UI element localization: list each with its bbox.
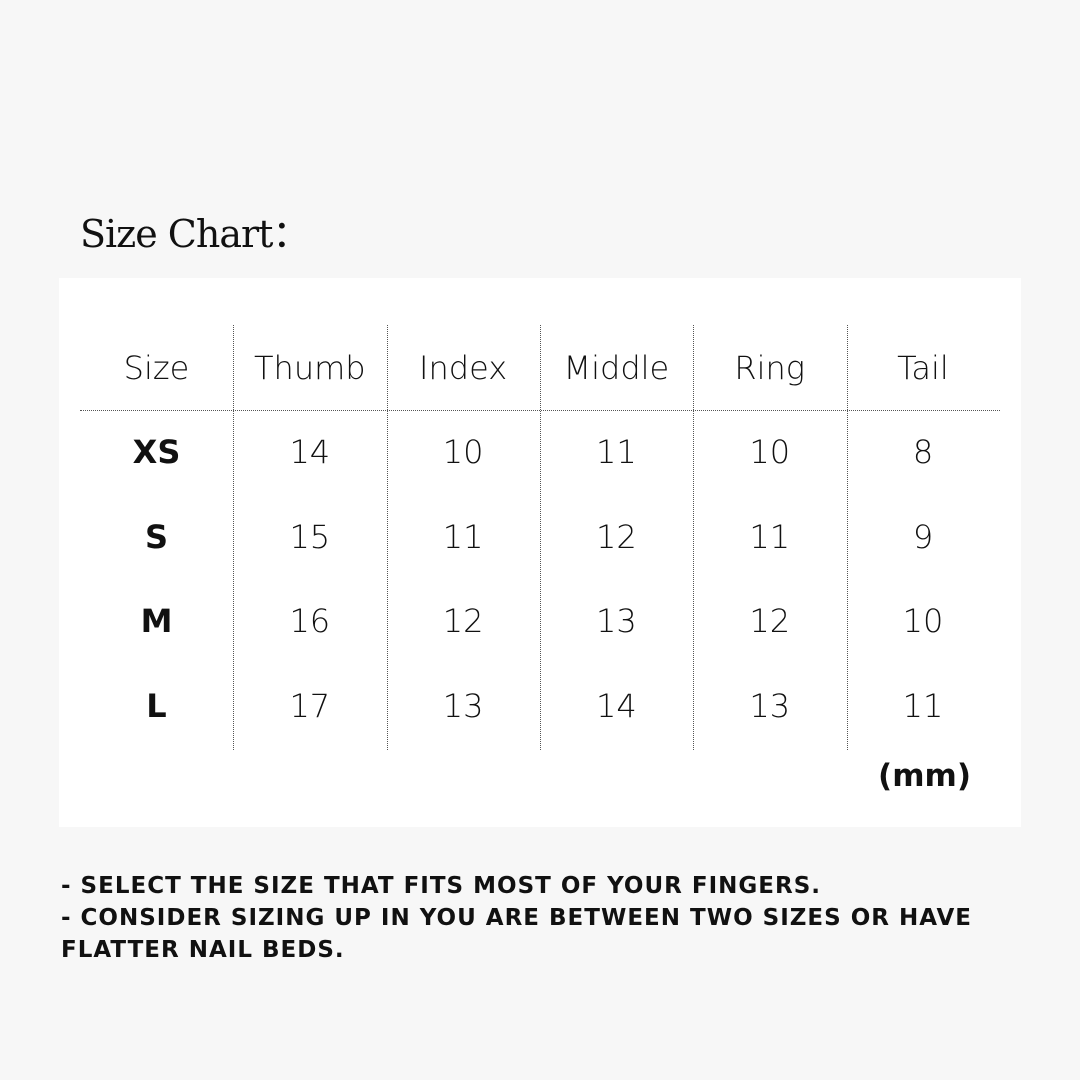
table-cell: 14 <box>596 687 637 725</box>
column-divider <box>233 325 235 750</box>
table-cell: 13 <box>596 602 637 640</box>
column-divider <box>386 325 388 750</box>
page-title: Size Chart： <box>80 212 310 256</box>
column-header: Ring <box>734 349 805 387</box>
table-cell: 12 <box>596 518 637 556</box>
column-header: Size <box>123 349 190 387</box>
table-cell: 11 <box>749 518 791 556</box>
table-cell: 10 <box>902 602 944 640</box>
table-cell: 15 <box>289 518 331 556</box>
table-cell: 13 <box>749 687 791 725</box>
table-cell: 16 <box>289 602 331 640</box>
table-cell: 12 <box>442 602 484 640</box>
table-cell: 11 <box>442 518 484 556</box>
table-cell: 13 <box>442 687 484 725</box>
size-label: L <box>146 687 167 725</box>
table-cell: 11 <box>596 433 637 471</box>
table-cell: 17 <box>289 687 331 725</box>
table-cell: 14 <box>289 433 331 471</box>
unit-label: (mm) <box>878 758 971 794</box>
note-2: - CONSIDER SIZING UP IN YOU ARE BETWEEN … <box>61 905 972 963</box>
column-header: Index <box>419 349 508 387</box>
table-cell: 9 <box>912 518 934 556</box>
column-header: Middle <box>563 349 670 387</box>
notes: - SELECT THE SIZE THAT FITS MOST OF YOUR… <box>61 870 1041 966</box>
table-cell: 10 <box>442 433 484 471</box>
note-1: - SELECT THE SIZE THAT FITS MOST OF YOUR… <box>61 873 822 899</box>
column-divider <box>693 325 695 750</box>
table-cell: 12 <box>749 602 791 640</box>
column-header: Thumb <box>254 349 366 387</box>
table-cell: 10 <box>749 433 791 471</box>
size-label: S <box>144 518 169 556</box>
table-cell: 11 <box>902 687 944 725</box>
column-divider <box>846 325 848 750</box>
size-label: M <box>140 602 173 640</box>
size-table-panel: Size Thumb Index Middle Ring Tail XS 14 10 11 10 8 S… <box>59 278 1021 827</box>
size-label: XS <box>132 433 181 471</box>
column-header: Tail <box>897 349 949 387</box>
table-cell: 8 <box>912 433 934 471</box>
column-divider <box>539 325 541 750</box>
